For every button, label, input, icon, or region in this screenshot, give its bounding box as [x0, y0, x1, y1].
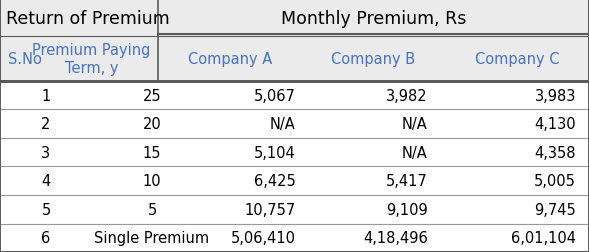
Text: Company B: Company B: [332, 52, 415, 67]
Text: 9,109: 9,109: [386, 202, 428, 217]
Bar: [0, 195, 589, 224]
Text: 4,358: 4,358: [535, 145, 576, 160]
Text: 6: 6: [41, 231, 51, 245]
Text: N/A: N/A: [402, 117, 428, 132]
Bar: [0, 224, 589, 252]
Text: Company A: Company A: [187, 52, 272, 67]
Text: Company C: Company C: [475, 52, 560, 67]
Text: 9,745: 9,745: [534, 202, 576, 217]
Text: Single Premium: Single Premium: [94, 231, 210, 245]
Text: 6,01,104: 6,01,104: [511, 231, 576, 245]
Text: 10,757: 10,757: [244, 202, 296, 217]
Text: 4,130: 4,130: [534, 117, 576, 132]
Text: 5,417: 5,417: [386, 174, 428, 188]
Text: S.No: S.No: [8, 52, 42, 67]
Text: N/A: N/A: [402, 145, 428, 160]
Text: Monthly Premium, Rs: Monthly Premium, Rs: [281, 10, 466, 28]
Text: 2: 2: [41, 117, 51, 132]
Text: 25: 25: [143, 88, 161, 103]
Text: Premium Paying
Term, y: Premium Paying Term, y: [32, 43, 150, 76]
Text: 4,18,496: 4,18,496: [363, 231, 428, 245]
Text: 15: 15: [143, 145, 161, 160]
Text: 4: 4: [41, 174, 51, 188]
Text: 3,983: 3,983: [535, 88, 576, 103]
Text: 20: 20: [143, 117, 161, 132]
Text: Return of Premium: Return of Premium: [6, 10, 170, 28]
Bar: [0, 138, 589, 167]
Text: 5: 5: [41, 202, 51, 217]
Text: 3,982: 3,982: [386, 88, 428, 103]
Text: 5,067: 5,067: [254, 88, 296, 103]
Bar: [0, 167, 589, 195]
Text: 3: 3: [41, 145, 51, 160]
Bar: [0, 0, 589, 37]
Bar: [0, 110, 589, 138]
Text: 5: 5: [147, 202, 157, 217]
Text: 5,005: 5,005: [534, 174, 576, 188]
Text: 5,104: 5,104: [254, 145, 296, 160]
Bar: [0, 37, 589, 81]
Text: N/A: N/A: [270, 117, 296, 132]
Text: 1: 1: [41, 88, 51, 103]
Text: 10: 10: [143, 174, 161, 188]
Text: 6,425: 6,425: [254, 174, 296, 188]
Text: 5,06,410: 5,06,410: [231, 231, 296, 245]
Bar: [0, 81, 589, 110]
